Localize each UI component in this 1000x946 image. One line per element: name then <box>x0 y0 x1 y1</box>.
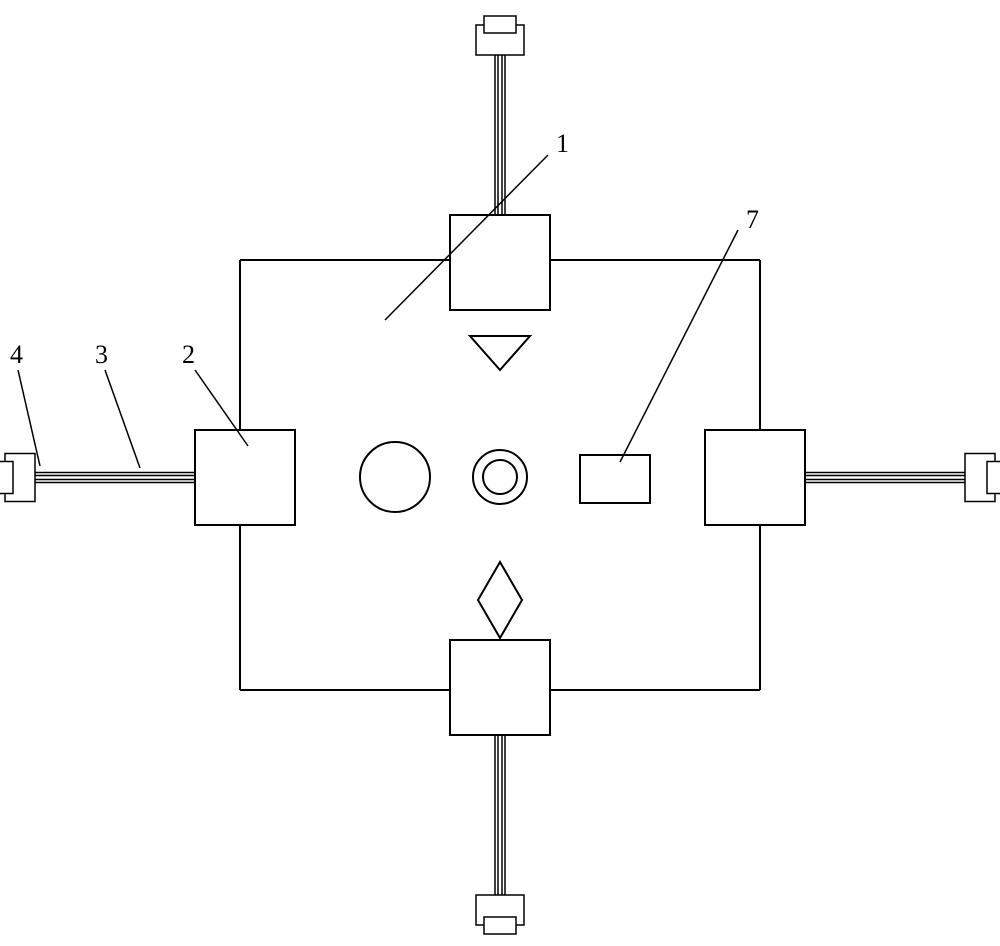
label-4-leader <box>18 370 40 466</box>
block-top <box>450 215 550 310</box>
block-left <box>195 430 295 525</box>
label-3-leader <box>105 370 140 468</box>
endcap-inner <box>484 917 516 934</box>
center-ring-inner <box>483 460 517 494</box>
center-ring-outer <box>473 450 527 504</box>
label-1-text: 1 <box>556 129 569 158</box>
rect-7 <box>580 455 650 503</box>
endcap-inner <box>484 16 516 33</box>
left-circle <box>360 442 430 512</box>
endcap-inner <box>987 462 1000 494</box>
block-bottom <box>450 640 550 735</box>
label-7-leader <box>620 230 738 462</box>
label-3-text: 3 <box>95 340 108 369</box>
label-4-text: 4 <box>10 340 23 369</box>
diagram-canvas: 1 7 2 3 4 <box>0 0 1000 946</box>
label-2-text: 2 <box>182 340 195 369</box>
block-right <box>705 430 805 525</box>
triangle-shape <box>470 336 530 370</box>
label-7-text: 7 <box>746 205 759 234</box>
diamond-shape <box>478 562 522 638</box>
endcap-inner <box>0 462 13 494</box>
